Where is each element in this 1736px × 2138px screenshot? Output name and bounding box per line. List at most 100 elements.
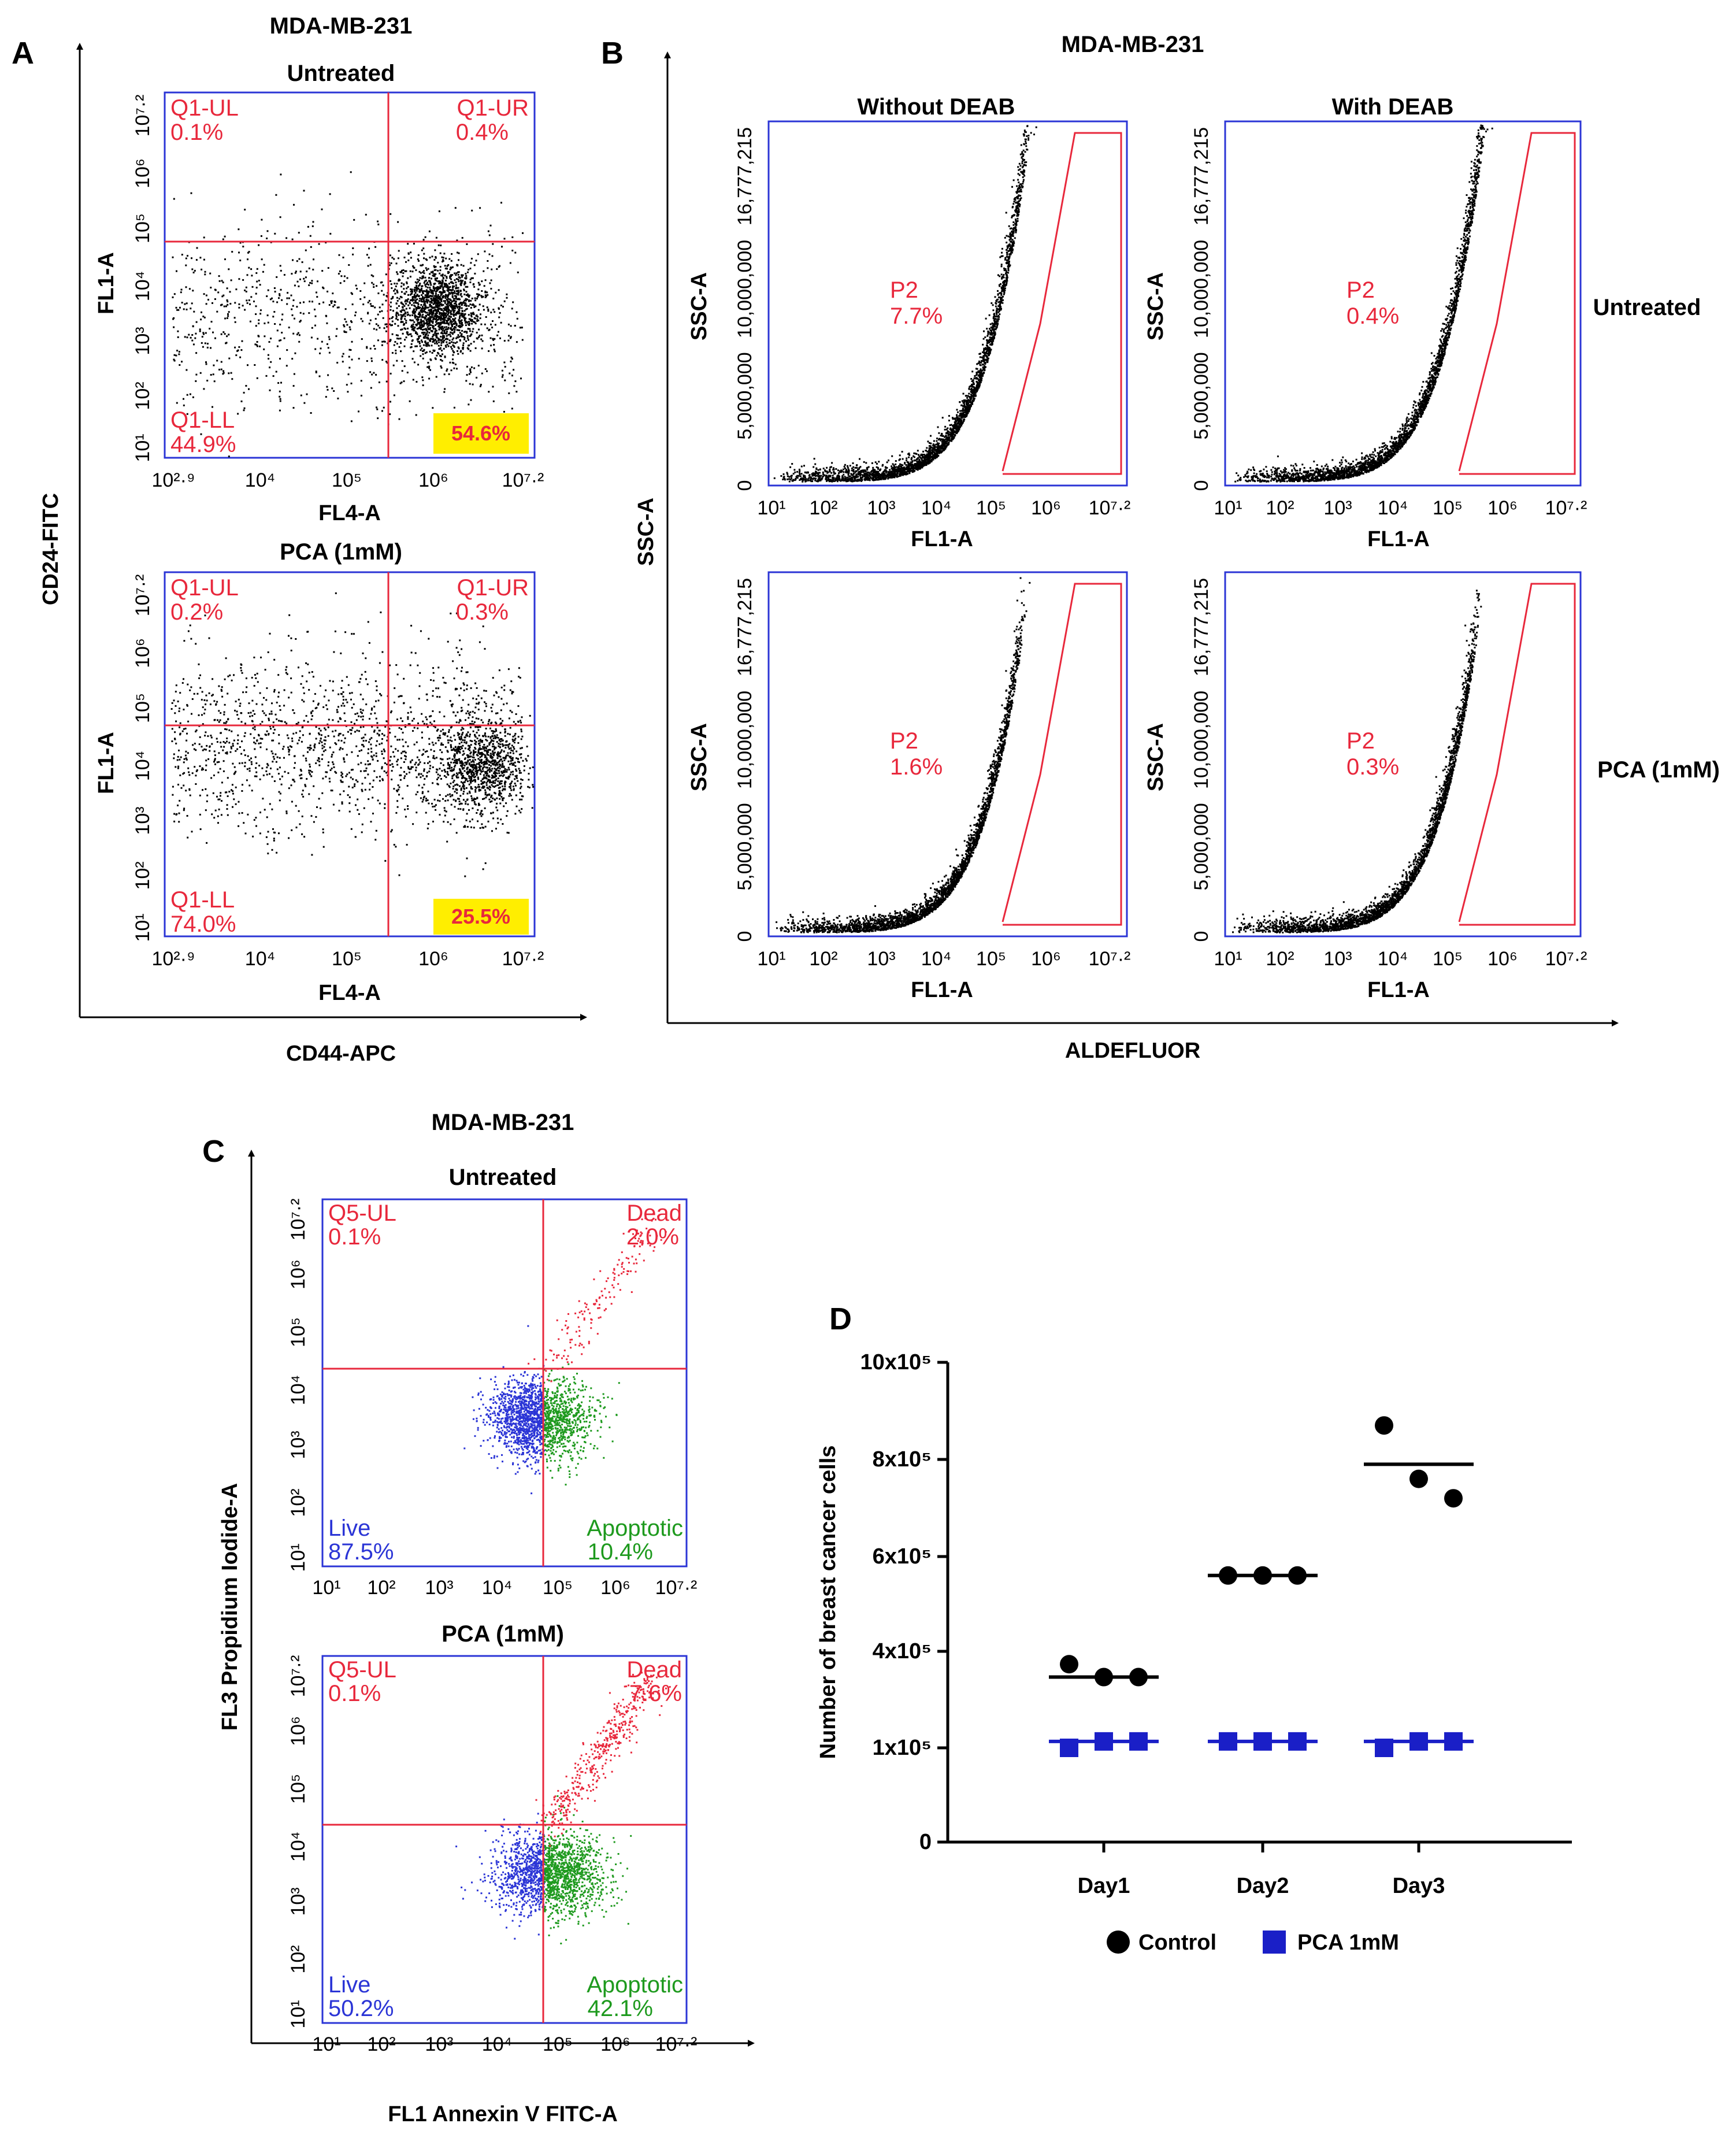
panel-c-x-axis-title: FL1 Annexin V FITC-A	[388, 2102, 618, 2126]
y-tick: 16,777,215	[1190, 127, 1212, 225]
x-tick-labels: 10¹ 10² 10³ 10⁴ 10⁵ 10⁶ 10⁷·²	[312, 1577, 697, 1599]
quadrant-apoptotic-name: Apoptotic	[587, 1516, 683, 1541]
y-tick: 10⁶	[132, 158, 154, 188]
x-tick: 10⁵	[976, 948, 1006, 970]
x-tick: 10¹	[312, 1577, 340, 1599]
d-control-point	[1409, 1469, 1428, 1488]
d-pca-point	[1060, 1739, 1078, 1757]
quadrant-live-name: Live	[328, 1516, 370, 1541]
d-control-point	[1129, 1668, 1148, 1687]
quadrant-ur-name: Q1-UR	[457, 95, 529, 121]
x-tick: 10⁴	[482, 2033, 512, 2055]
panel-b-label: B	[601, 36, 624, 71]
x-tick: 10⁵	[1433, 948, 1463, 970]
d-pca-point	[1095, 1732, 1113, 1751]
y-tick: 10²	[132, 861, 154, 890]
x-tick: 10⁷·²	[502, 948, 544, 970]
quadrant-lr-value: 54.6%	[451, 421, 510, 445]
x-tick: 10⁶	[418, 948, 448, 970]
x-tick: 10³	[425, 1577, 453, 1599]
event-dots	[776, 577, 1031, 933]
x-tick: 10³	[1323, 497, 1352, 519]
x-tick: 10³	[867, 497, 895, 519]
x-tick: 10⁴	[921, 497, 951, 519]
quadrant-apoptotic-value: 42.1%	[588, 1996, 653, 2021]
y-axis-label: SSC-A	[1144, 272, 1168, 340]
x-axis-label: FL4-A	[318, 501, 381, 525]
d-y-tick-label: 1x10⁵	[873, 1736, 932, 1760]
d-control-point	[1253, 1566, 1272, 1585]
plot-frame	[1224, 120, 1582, 487]
x-tick: 10²	[809, 948, 837, 970]
x-tick-labels: 10¹ 10² 10³ 10⁴ 10⁵ 10⁶ 10⁷·²	[312, 2033, 697, 2055]
x-tick: 10⁷·²	[655, 2033, 698, 2055]
d-control-point	[1095, 1668, 1113, 1687]
legend-pca-marker	[1263, 1931, 1286, 1954]
y-tick: 5,000,000	[1190, 803, 1212, 890]
event-dots	[170, 592, 535, 877]
d-y-tick-label: 0	[919, 1830, 932, 1854]
legend-pca-label: PCA 1mM	[1297, 1931, 1399, 1955]
quadrant-ll-name: Q1-LL	[170, 407, 235, 433]
x-tick: 10²	[1266, 497, 1294, 519]
d-control-point	[1444, 1489, 1463, 1508]
p2-gate	[1001, 132, 1122, 475]
quadrant-ul-name: Q5-UL	[328, 1200, 396, 1226]
quadrant-ur-value: 0.4%	[456, 120, 509, 145]
p2-gate	[1458, 132, 1576, 475]
y-tick: 0	[1190, 931, 1212, 942]
y-tick: 10⁷·²	[132, 95, 154, 137]
y-tick: 10¹	[287, 2000, 309, 2028]
x-tick: 10⁴	[245, 469, 275, 491]
event-dots	[773, 125, 1037, 483]
y-tick: 5,000,000	[734, 352, 756, 439]
panel-b-x-axis-title: ALDEFLUOR	[1065, 1039, 1200, 1063]
lr-highlight-box	[433, 413, 529, 454]
panel-b: B MDA-MB-231 SSC-A ALDEFLUOR Without DEA…	[601, 32, 1720, 1063]
quadrant-ll-value: 74.0%	[170, 911, 236, 937]
panel-a-label: A	[12, 36, 34, 71]
plot-frame	[1224, 571, 1582, 938]
flow-plot-b-pca-without-deab: P2 1.6% 10¹ 10² 10³ 10⁴ 10⁵ 10⁶ 10⁷·² FL…	[687, 571, 1130, 1002]
d-y-ticks: 0 1x10⁵ 4x10⁵ 6x10⁵ 8x10⁵ 10x10⁵	[860, 1350, 948, 1854]
panel-a-y-axis-title: CD24-FITC	[39, 493, 63, 605]
legend-control-marker	[1107, 1931, 1130, 1954]
x-tick: 10⁵	[332, 469, 362, 491]
x-tick-labels: 10²·⁹ 10⁴ 10⁵ 10⁶ 10⁷·²	[151, 469, 544, 491]
panel-a: A MDA-MB-231 CD24-FITC CD44-APC Untreate…	[12, 13, 587, 1066]
d-category-labels: Day1 Day2 Day3	[1078, 1842, 1445, 1898]
quadrant-ul-name: Q5-UL	[328, 1657, 396, 1683]
quadrant-ul-value: 0.1%	[170, 120, 223, 145]
y-tick: 10⁷·²	[132, 575, 154, 617]
x-tick: 10³	[1323, 948, 1352, 970]
y-tick: 10,000,000	[734, 691, 756, 789]
y-axis-label: SSC-A	[1144, 723, 1168, 791]
x-tick-labels: 10¹ 10² 10³ 10⁴ 10⁵ 10⁶ 10⁷·²	[1214, 497, 1587, 519]
gate-name: P2	[890, 277, 918, 303]
quadrant-ul-value: 0.1%	[328, 1224, 381, 1250]
x-tick: 10³	[425, 2033, 453, 2055]
y-tick: 10³	[287, 1887, 309, 1915]
y-tick: 0	[1190, 480, 1212, 491]
y-tick: 5,000,000	[1190, 352, 1212, 439]
y-tick: 10¹	[132, 433, 154, 462]
quadrant-dead-name: Dead	[626, 1657, 682, 1683]
quadrant-live-name: Live	[328, 1972, 370, 1998]
y-tick: 10⁵	[132, 693, 154, 723]
event-dots	[455, 1670, 671, 1944]
flow-plot-a-untreated: Untreated Q1-UL 0.1% Q1-UR 0.4% Q1-LL 44…	[94, 61, 544, 525]
panel-a-x-axis-title: CD44-APC	[286, 1042, 396, 1066]
plot-title: Untreated	[449, 1165, 557, 1190]
x-tick: 10⁵	[976, 497, 1006, 519]
gate-name: P2	[890, 728, 918, 754]
x-tick: 10⁶	[1488, 497, 1518, 519]
d-data-marks	[1049, 1416, 1474, 1757]
quadrant-ll-name: Q1-LL	[170, 887, 235, 913]
y-tick-labels: 0 5,000,000 10,000,000 16,777,215	[1190, 578, 1212, 942]
event-dots	[1232, 590, 1482, 933]
d-pca-point	[1444, 1732, 1463, 1751]
flow-plot-c-untreated: Untreated Q5-UL 0.1% Dead 2.0% Live 87.5…	[287, 1165, 697, 1599]
x-tick-labels: 10¹ 10² 10³ 10⁴ 10⁵ 10⁶ 10⁷·²	[1214, 948, 1587, 970]
x-tick: 10⁶	[1031, 497, 1061, 519]
d-pca-point	[1129, 1732, 1148, 1751]
